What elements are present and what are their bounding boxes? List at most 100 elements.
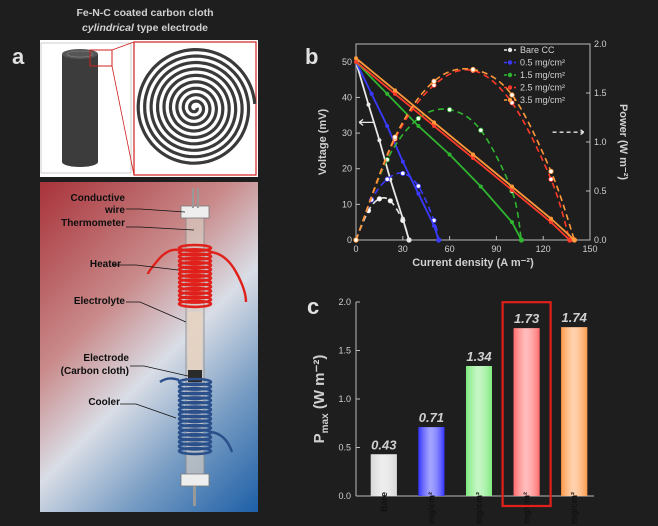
heater-coil [146, 243, 248, 309]
label-heater: Heater [89, 259, 121, 270]
power-point [387, 198, 393, 204]
voltage-point [510, 220, 514, 225]
voltage-point [416, 123, 421, 128]
y-left-tick-label: 50 [342, 57, 352, 67]
cooler-turn [177, 437, 213, 447]
power-point [353, 237, 359, 243]
cooler-turn [177, 377, 213, 387]
bar-value-label: 0.43 [371, 437, 397, 452]
bar-value-label: 1.74 [562, 310, 588, 325]
power-point [400, 170, 406, 176]
legend-swatch-dot [507, 85, 513, 90]
y-right-tick-label: 1.0 [594, 137, 607, 147]
bar-category-label: 0.5 mg/cm² [426, 492, 436, 526]
voltage-point [407, 238, 412, 242]
legend-swatch-dot [507, 60, 513, 65]
y-left-tick-label: 30 [342, 128, 352, 138]
heater-turn [177, 286, 213, 296]
bar-value-label: 0.71 [419, 410, 444, 425]
cooler-turn [177, 414, 213, 424]
heater-turn [177, 278, 213, 287]
voltage-point [400, 159, 405, 164]
cooler-turn [177, 442, 213, 451]
cooler-lead [210, 430, 234, 453]
y-tick-label: 0.0 [338, 491, 351, 501]
heater-turn [177, 265, 213, 274]
spiral-path [136, 47, 257, 165]
cooler-lead [159, 377, 180, 383]
power-point [392, 134, 398, 140]
y-left-tick-label: 10 [342, 199, 352, 209]
voltage-point [393, 88, 397, 93]
y-right-tick-label: 0.5 [594, 186, 607, 196]
power-point [376, 196, 383, 202]
y-tick-label: 0.5 [338, 443, 351, 453]
y-tick-label: 2.0 [338, 297, 351, 307]
voltage-point [471, 152, 475, 157]
cooler-turn [177, 405, 213, 414]
x-axis-label: Current density (A m⁻²) [412, 257, 534, 269]
panel-b-letter: b [305, 44, 319, 69]
heater-turn [177, 243, 213, 253]
voltage-point [510, 184, 514, 189]
voltage-point [432, 123, 436, 128]
cooler-turn [177, 446, 213, 456]
voltage-point [471, 156, 475, 161]
power-point [447, 107, 453, 113]
voltage-point [377, 138, 382, 143]
power-point [548, 176, 554, 182]
panel-a-letter: a [12, 44, 25, 69]
voltage-point [447, 152, 452, 157]
voltage-point [432, 120, 436, 125]
voltage-point [369, 91, 374, 96]
panel-a-title-line1: Fe-N-C coated carbon cloth [76, 7, 214, 19]
voltage-point [393, 91, 397, 96]
panel-c-letter: c [307, 294, 320, 319]
heater-turn [177, 273, 213, 283]
cooler-coil [159, 377, 234, 456]
electrode-illustration [40, 40, 258, 177]
heater-turn [177, 260, 213, 270]
cooler-turn [177, 391, 213, 401]
heater-turn [177, 252, 213, 261]
heater-turn [177, 299, 213, 309]
voltage-point [416, 191, 421, 196]
x-tick-label: 0 [353, 244, 358, 254]
voltage-point [572, 238, 577, 242]
voltage-point [436, 238, 441, 242]
x-tick-label: 120 [536, 244, 551, 254]
voltage-line [355, 61, 440, 241]
title-italic-word: cylindrical [81, 22, 134, 34]
label-electrolyte: Electrolyte [73, 296, 125, 307]
cooler-turn [177, 400, 213, 410]
label-thermometer: Thermometer [61, 218, 125, 229]
x-tick-label: 90 [491, 244, 501, 254]
voltage-point [478, 184, 483, 189]
legend-swatch-dot [507, 47, 513, 53]
y-tick-label: 1.5 [338, 346, 351, 356]
bar-value-label: 1.34 [466, 349, 492, 364]
cylinder-drawing [40, 42, 132, 174]
x-tick-label: 150 [582, 244, 597, 254]
bar-shine [466, 366, 492, 496]
cooler-turn [177, 382, 213, 391]
voltage-point [385, 123, 390, 128]
cooler-turn [177, 396, 213, 405]
power-point [431, 78, 437, 84]
legend-label: Bare CC [520, 45, 555, 55]
bar-shine [370, 454, 397, 496]
voltage-point [385, 91, 390, 96]
voltage-point [354, 56, 358, 61]
voltage-point [432, 223, 436, 228]
y-right-tick-label: 1.5 [594, 88, 607, 98]
y-tick-label: 1.0 [338, 394, 351, 404]
heater-turn [177, 269, 213, 279]
label-electrode: Electrode [83, 353, 129, 364]
power-point [384, 176, 390, 182]
y-left-tick-label: 40 [342, 92, 352, 102]
label-cooler: Cooler [88, 397, 120, 408]
power-point [415, 115, 422, 122]
iv-power-chart: 0 30 60 90 120 150 0 10 20 30 40 50 0.0 0.5 1.0 1.5 2.0 C… [317, 39, 629, 269]
voltage-axis-arrow [358, 118, 375, 126]
heater-lead [146, 248, 180, 275]
